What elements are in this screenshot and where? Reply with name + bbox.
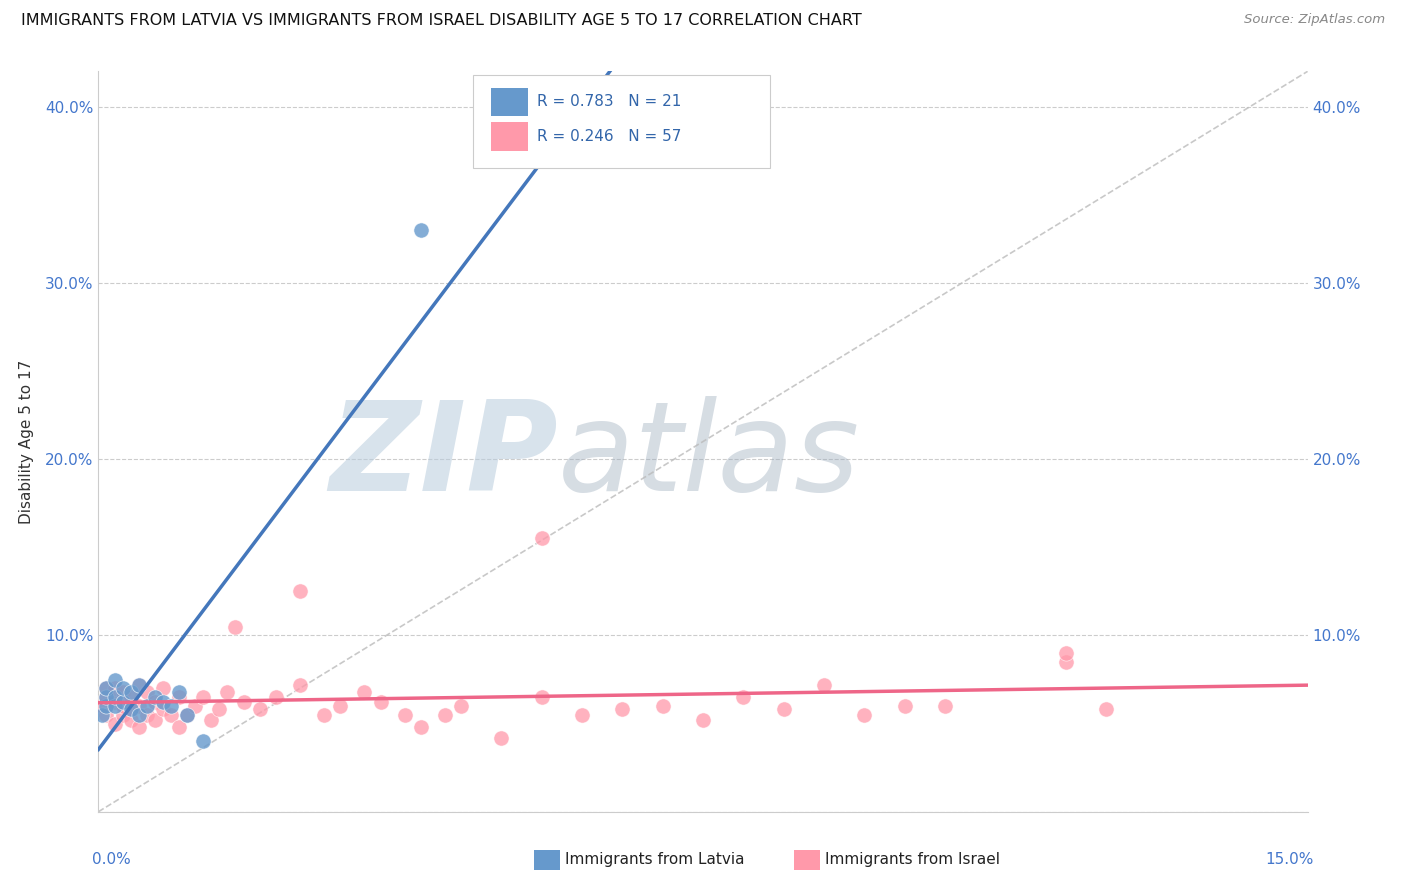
Point [434,707,457,722]
Point [128,698,150,713]
Point [264,690,287,705]
Point [103,698,125,713]
Point [176,707,198,722]
Point [353,685,375,699]
Point [91,707,114,722]
Point [120,690,142,705]
Point [167,690,190,705]
Point [167,685,190,699]
Point [329,698,352,713]
Point [103,695,125,709]
Point [853,707,876,722]
Point [111,698,134,713]
FancyBboxPatch shape [474,75,769,168]
Text: atlas: atlas [558,396,860,516]
Point [409,223,432,237]
Point [120,702,142,716]
Text: Immigrants from Latvia: Immigrants from Latvia [565,853,745,867]
Point [193,734,215,748]
Point [111,681,134,696]
Point [450,698,472,713]
Point [772,702,794,716]
Point [208,702,231,716]
Point [103,681,125,696]
Text: Immigrants from Israel: Immigrants from Israel [825,853,1000,867]
Point [893,698,915,713]
Point [96,690,118,705]
Point [160,707,183,722]
Text: R = 0.783   N = 21: R = 0.783 N = 21 [537,95,682,109]
Point [96,698,118,713]
Point [135,707,157,722]
Point [152,695,174,709]
Point [111,707,134,722]
Point [934,698,956,713]
Point [217,685,239,699]
Y-axis label: Disability Age 5 to 17: Disability Age 5 to 17 [18,359,34,524]
Point [1095,702,1118,716]
Point [103,673,125,687]
Text: R = 0.246   N = 57: R = 0.246 N = 57 [537,129,682,144]
Point [370,695,392,709]
Point [612,702,634,716]
Point [692,713,714,727]
Point [103,716,125,731]
Point [143,690,166,705]
Point [314,707,336,722]
Point [135,685,157,699]
Point [176,707,198,722]
Point [120,685,142,699]
Point [1054,646,1077,660]
Text: ZIP: ZIP [329,396,558,516]
Point [733,690,755,705]
Point [813,678,835,692]
Point [120,713,142,727]
Point [232,695,254,709]
Point [128,678,150,692]
Point [128,707,150,722]
Point [249,702,271,716]
Point [288,678,311,692]
Point [128,720,150,734]
Bar [492,87,527,116]
Point [143,713,166,727]
Point [135,698,157,713]
Point [288,584,311,599]
Point [394,707,416,722]
Point [91,698,114,713]
Point [193,690,215,705]
Point [167,720,190,734]
Point [530,532,553,546]
Point [96,681,118,696]
Point [111,695,134,709]
Point [143,695,166,709]
Point [128,678,150,692]
Point [184,698,207,713]
Point [96,681,118,696]
Point [103,690,125,705]
Text: Source: ZipAtlas.com: Source: ZipAtlas.com [1244,13,1385,27]
Point [1054,655,1077,669]
Point [409,720,432,734]
Bar [492,122,527,151]
Point [530,690,553,705]
Point [152,681,174,696]
Point [224,619,246,633]
Point [111,685,134,699]
Point [160,698,183,713]
Point [96,707,118,722]
Point [152,702,174,716]
Point [120,702,142,716]
Point [651,698,673,713]
Text: IMMIGRANTS FROM LATVIA VS IMMIGRANTS FROM ISRAEL DISABILITY AGE 5 TO 17 CORRELAT: IMMIGRANTS FROM LATVIA VS IMMIGRANTS FRO… [21,13,862,29]
Point [571,707,593,722]
Point [96,690,118,705]
Point [200,713,222,727]
Point [491,731,513,745]
Text: 0.0%: 0.0% [93,853,131,867]
Text: 15.0%: 15.0% [1265,853,1313,867]
